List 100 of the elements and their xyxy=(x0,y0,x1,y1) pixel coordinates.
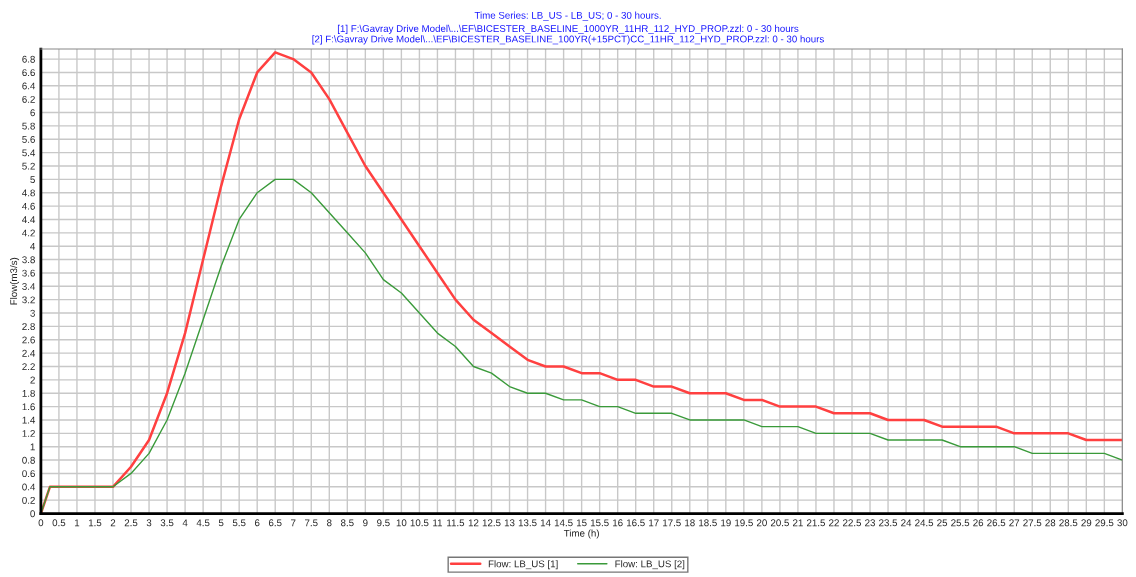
y-tick-label: 1.6 xyxy=(22,403,35,411)
x-tick-label: 22 xyxy=(829,519,839,527)
x-tick-label: 3 xyxy=(146,519,152,527)
x-tick-label: 12.5 xyxy=(482,519,501,527)
x-tick-label: 29.5 xyxy=(1095,519,1114,527)
x-tick-label: 29 xyxy=(1081,519,1092,527)
y-tick-label: 5.2 xyxy=(22,162,35,170)
x-tick-label: 12 xyxy=(468,519,479,527)
x-tick-label: 2.5 xyxy=(124,519,138,527)
y-tick-label: 2 xyxy=(30,376,35,384)
y-tick-label: 3.4 xyxy=(22,283,36,290)
x-tick-label: 1.5 xyxy=(88,519,102,527)
x-tick-label: 21 xyxy=(793,519,803,527)
y-tick-label: 1.8 xyxy=(22,389,35,397)
y-tick-label: 6.2 xyxy=(22,95,35,103)
x-tick-label: 21.5 xyxy=(806,519,826,527)
y-tick-label: 2.6 xyxy=(22,336,35,344)
y-tick-label: 2.4 xyxy=(22,349,36,357)
legend-label: Flow: LB_US [2] xyxy=(615,560,685,570)
x-tick-label: 18 xyxy=(685,519,695,527)
x-tick-label: 11 xyxy=(433,519,443,527)
x-tick-label: 20 xyxy=(756,519,767,527)
y-tick-label: 1 xyxy=(30,443,35,451)
x-tick-label: 8.5 xyxy=(340,519,354,527)
x-tick-label: 18.5 xyxy=(699,519,717,527)
x-tick-label: 25.5 xyxy=(951,519,970,527)
x-tick-label: 16.5 xyxy=(626,519,645,527)
y-tick-label: 4.6 xyxy=(22,202,35,210)
x-tick-label: 20.5 xyxy=(770,519,789,527)
y-tick-label: 0.6 xyxy=(22,470,35,478)
x-tick-label: 0 xyxy=(38,519,44,527)
x-tick-label: 19 xyxy=(721,519,731,527)
y-tick-label: 5 xyxy=(30,176,35,183)
y-tick-label: 3.6 xyxy=(22,269,35,277)
x-tick-label: 9 xyxy=(363,519,368,527)
x-tick-label: 19.5 xyxy=(735,519,753,527)
x-tick-label: 14 xyxy=(540,519,551,527)
y-tick-label: 6.4 xyxy=(22,82,36,90)
x-tick-label: 27.5 xyxy=(1023,519,1042,527)
x-tick-label: 7 xyxy=(291,519,296,527)
line-series xyxy=(40,51,1123,514)
y-tick-label: 1.2 xyxy=(22,430,35,437)
x-tick-label: 24.5 xyxy=(915,519,934,527)
y-tick-label: 1.4 xyxy=(22,416,36,424)
x-tick-label: 6 xyxy=(254,519,260,527)
x-axis-title: Time (h) xyxy=(563,529,599,539)
x-tick-label: 28 xyxy=(1045,519,1056,527)
y-tick-label: 3.8 xyxy=(22,256,35,264)
x-tick-label: 7.5 xyxy=(305,519,318,527)
x-tick-label: 27 xyxy=(1009,519,1020,527)
x-tick-label: 17 xyxy=(649,519,659,527)
y-tick-label: 2.2 xyxy=(22,363,35,371)
x-tick-label: 5 xyxy=(218,519,224,527)
y-tick-label: 6.8 xyxy=(22,55,35,63)
y-tick-label: 5.6 xyxy=(22,136,35,143)
y-tick-label: 3 xyxy=(30,309,35,317)
x-tick-label: 28.5 xyxy=(1059,519,1078,527)
y-tick-label: 6 xyxy=(30,109,35,117)
legend-label: Flow: LB_US [1] xyxy=(488,560,558,570)
x-tick-label: 4 xyxy=(182,519,188,527)
x-tick-label: 22.5 xyxy=(843,519,862,527)
x-tick-label: 0.5 xyxy=(52,519,66,527)
x-tick-label: 8 xyxy=(327,519,332,527)
x-tick-label: 13.5 xyxy=(518,519,537,527)
y-tick-label: 0.2 xyxy=(22,496,35,504)
y-tick-label: 6.6 xyxy=(22,69,35,77)
x-tick-label: 14.5 xyxy=(554,519,573,527)
x-tick-label: 30 xyxy=(1117,519,1128,527)
chart-title: Time Series: LB_US - LB_US; 0 - 30 hours. xyxy=(474,11,661,21)
x-tick-label: 6.5 xyxy=(268,519,282,527)
y-tick-label: 4.2 xyxy=(22,229,35,237)
y-tick-label: 0.4 xyxy=(22,483,36,491)
x-tick-label: 13 xyxy=(504,519,515,527)
y-tick-label: 3.2 xyxy=(22,296,35,304)
x-tick-label: 24 xyxy=(901,519,912,527)
x-tick-label: 15.5 xyxy=(590,519,609,527)
y-tick-label: 4 xyxy=(30,243,36,250)
x-tick-label: 23 xyxy=(865,519,875,527)
x-tick-label: 11.5 xyxy=(447,519,465,527)
y-tick-label: 0.8 xyxy=(22,456,35,464)
x-tick-label: 25 xyxy=(937,519,948,527)
x-tick-label: 26.5 xyxy=(987,519,1006,527)
x-tick-label: 17.5 xyxy=(663,519,681,527)
y-tick-label: 0 xyxy=(30,510,35,518)
y-tick-label: 5.4 xyxy=(22,149,36,157)
x-tick-label: 10 xyxy=(396,519,407,527)
x-tick-label: 9.5 xyxy=(377,519,390,527)
x-tick-label: 26 xyxy=(973,519,984,527)
y-tick-label: 5.8 xyxy=(22,122,35,130)
y-tick-label: 4.8 xyxy=(22,189,35,197)
x-tick-label: 4.5 xyxy=(196,519,210,527)
x-tick-label: 3.5 xyxy=(160,519,174,527)
x-tick-label: 2 xyxy=(110,519,116,527)
x-tick-label: 10.5 xyxy=(410,519,429,527)
x-tick-label: 15 xyxy=(576,519,587,527)
x-tick-label: 16 xyxy=(613,519,623,527)
y-tick-label: 4.4 xyxy=(22,216,36,223)
y-tick-label: 2.8 xyxy=(22,323,35,331)
chart-subtitle: [1] F:\Gavray Drive Model\...\EF\BICESTER_BASELINE_1000YR_11HR_112_HYD_PROP.zzl: 0 - 30 hours [2] F:\Gavray Drive Model\...\EF\BICESTER_BASELINE_100YR(+15PCT)CC_11HR_112_HYD_PROP.zzl: 0 - 30 hours xyxy=(312,24,824,45)
x-tick-label: 5.5 xyxy=(232,519,246,527)
